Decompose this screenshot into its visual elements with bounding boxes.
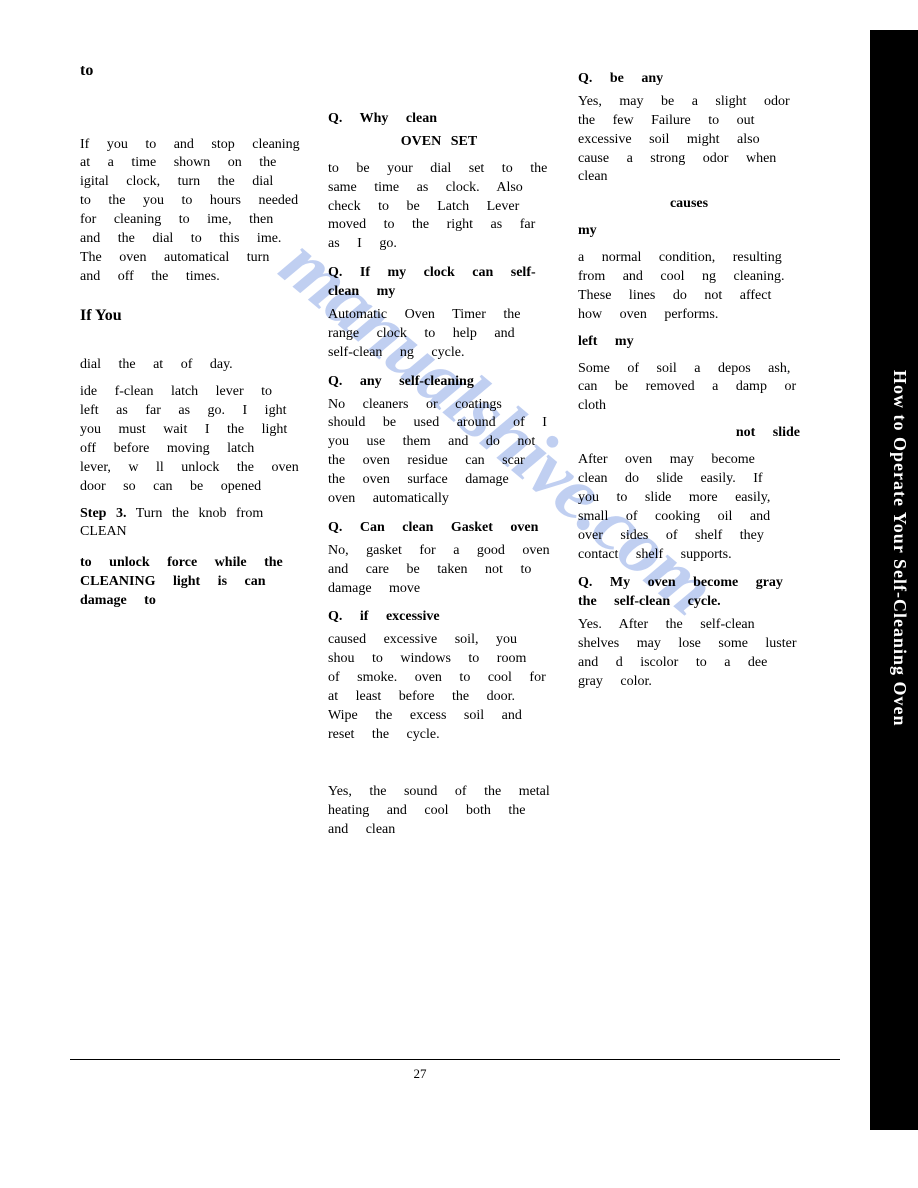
heading-causes: causes	[578, 195, 800, 214]
para-c3-my: my	[578, 222, 800, 241]
page-number: 27	[414, 1066, 427, 1082]
para-c3-7: After oven may become clean do slide eas…	[578, 451, 800, 564]
q-clock-selfclean: Q. If my clock can self-clean my	[328, 264, 550, 302]
para-c2-1: to be your dial set to the same time as …	[328, 160, 550, 254]
q-be-any: Q. be any	[578, 70, 800, 89]
q-why-clean: Q. Why clean	[328, 110, 550, 129]
para-c2-6: Yes, the sound of the metal heating and …	[328, 783, 550, 840]
side-tab-label: How to Operate Your Self-Cleaning Oven	[889, 370, 910, 726]
para-c3-left: left my	[578, 333, 800, 352]
heading-ovenset: OVEN SET	[328, 133, 550, 152]
step3-label: Step 3.	[80, 506, 126, 521]
side-tab: How to Operate Your Self-Cleaning Oven	[870, 30, 918, 1130]
column-3: Q. be any Yes, may be a slight odor the …	[578, 60, 800, 847]
heading-to: to	[80, 60, 300, 82]
para-c3-1: Yes, may be a slight odor the few Failur…	[578, 93, 800, 187]
para-c1-4: Step 3. Turn the knob from CLEAN	[80, 505, 300, 543]
para-c3-8: Yes. After the self-clean shelves may lo…	[578, 616, 800, 692]
para-c1-2: dial the at of day.	[80, 356, 300, 375]
heading-ifyou: If You	[80, 305, 300, 327]
para-c1-3: ide f-clean latch lever to left as far a…	[80, 383, 300, 496]
manual-page: manualshive.com to If you to and stop cl…	[0, 0, 840, 1100]
para-c2-3: No cleaners or coatings should be used a…	[328, 396, 550, 509]
para-c2-4: No, gasket for a good oven and care be t…	[328, 542, 550, 599]
column-1: to If you to and stop cleaning at a time…	[80, 60, 300, 847]
q-any-selfcleaning: Q. any self-cleaning	[328, 373, 550, 392]
para-c3-notslide: not slide	[578, 424, 800, 443]
para-c2-2: Automatic Oven Timer the range clock to …	[328, 306, 550, 363]
footer-rule	[70, 1059, 840, 1060]
q-clean-gasket: Q. Can clean Gasket oven	[328, 519, 550, 538]
text-columns: to If you to and stop cleaning at a time…	[80, 60, 800, 847]
para-c3-3: a normal condition, resulting from and c…	[578, 249, 800, 325]
column-2: Q. Why clean OVEN SET to be your dial se…	[328, 100, 550, 847]
para-c1-1: If you to and stop cleaning at a time sh…	[80, 136, 300, 287]
q-excessive: Q. if excessive	[328, 608, 550, 627]
q-oven-gray: Q. My oven become gray the self-clean cy…	[578, 574, 800, 612]
para-c1-5: to unlock force while the CLEANING light…	[80, 554, 300, 611]
para-c3-5: Some of soil a depos ash, can be removed…	[578, 360, 800, 417]
para-c2-5: caused excessive soil, you shou to windo…	[328, 631, 550, 744]
